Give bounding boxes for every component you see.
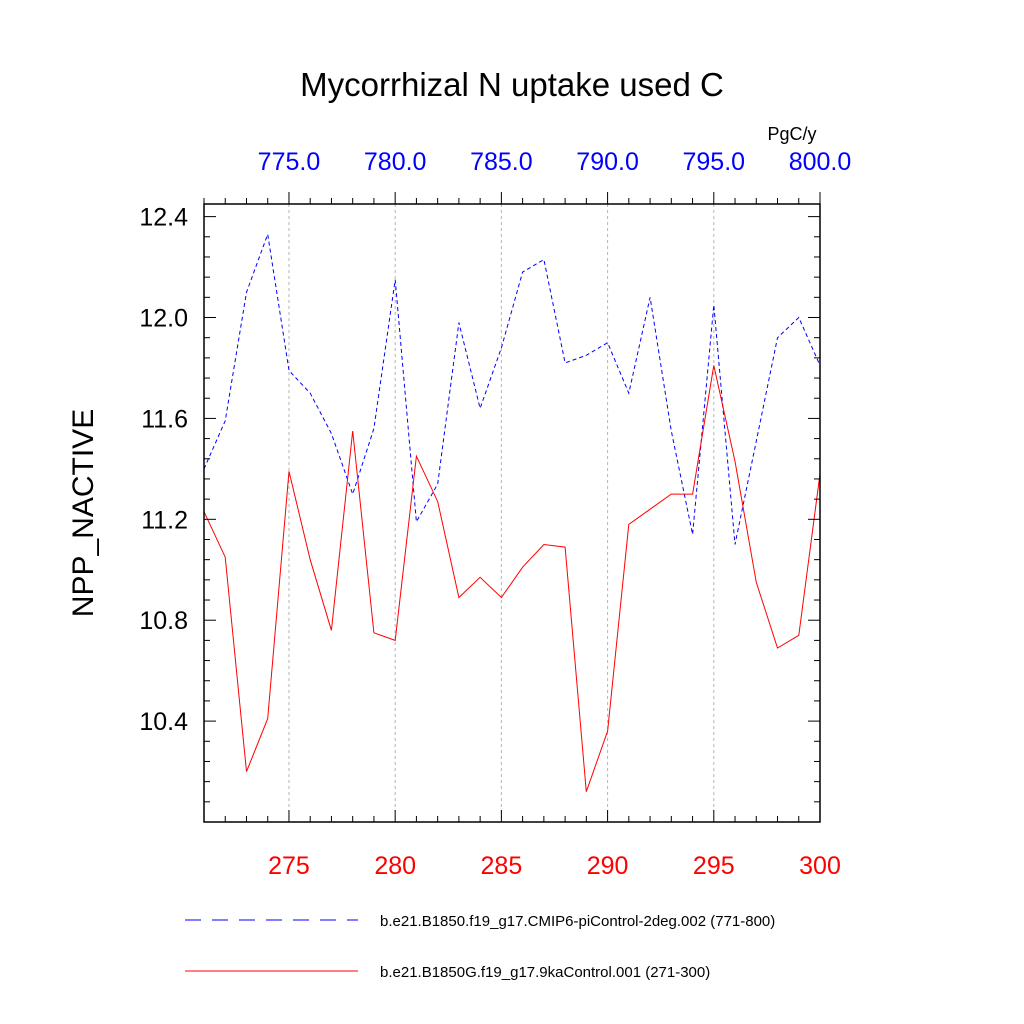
- y-tick-label: 10.4: [139, 708, 188, 736]
- x-bottom-tick-label: 290: [587, 852, 629, 880]
- y-axis-title: NPP_NACTIVE: [67, 409, 100, 617]
- x-top-tick-label: 795.0: [683, 148, 746, 176]
- gridlines: [288, 204, 715, 822]
- x-bottom-tick-label: 275: [268, 852, 310, 880]
- plot-border: [203, 203, 821, 823]
- y-tick-label: 11.6: [141, 405, 188, 433]
- series-line-1: [203, 232, 821, 545]
- x-bottom-tick-label: 285: [481, 852, 523, 880]
- top-axis-units-label: PgC/y: [767, 124, 816, 144]
- x-top-tick-label: 775.0: [258, 148, 321, 176]
- x-top-tick-label: 780.0: [364, 148, 427, 176]
- x-top-tick-label: 790.0: [576, 148, 639, 176]
- axis-ticks: [203, 192, 821, 822]
- plot-frame: [203, 203, 821, 823]
- series-layer: [203, 232, 821, 792]
- series-line-2: [203, 365, 821, 792]
- y-tick-label: 12.4: [139, 204, 188, 232]
- legend: b.e21.B1850.f19_g17.CMIP6-piControl-2deg…: [185, 913, 775, 981]
- y-tick-label: 10.8: [139, 607, 188, 635]
- legend-label-1: b.e21.B1850.f19_g17.CMIP6-piControl-2deg…: [380, 913, 775, 930]
- x-top-tick-label: 785.0: [470, 148, 533, 176]
- x-bottom-tick-label: 295: [693, 852, 735, 880]
- x-bottom-tick-label: 300: [799, 852, 841, 880]
- y-tick-label: 12.0: [139, 305, 188, 333]
- tick-labels: 10.4 10.8 11.2 11.6 12.0 12.4 275 280 285 290 295 3…: [139, 148, 851, 880]
- legend-label-2: b.e21.B1850G.f19_g17.9kaControl.001 (271…: [380, 964, 710, 981]
- x-top-tick-label: 800.0: [789, 148, 852, 176]
- x-bottom-tick-label: 280: [374, 852, 416, 880]
- y-tick-label: 11.2: [141, 506, 188, 534]
- chart-title: Mycorrhizal N uptake used C: [300, 66, 724, 103]
